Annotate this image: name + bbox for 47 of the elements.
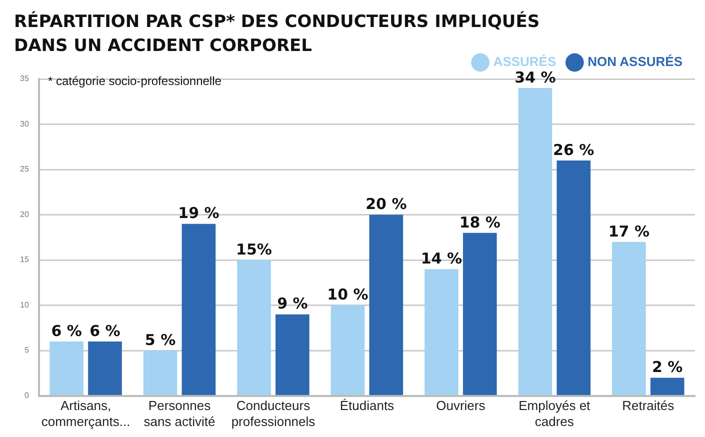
x-tick-label: Retraités [622,398,675,414]
legend-label: NON ASSURÉS [588,54,683,70]
data-label: 34 % [514,68,556,86]
bar [369,214,404,396]
data-label: 18 % [459,213,500,232]
x-tick-label: Conducteurs professionnels [231,398,316,429]
bar [556,160,591,396]
data-label: 17 % [608,222,650,240]
data-label: 5 % [144,330,176,349]
x-tick-label: Ouvriers [436,398,486,414]
data-label: 19 % [178,204,220,222]
x-tick-label: Employés et cadres [518,398,591,429]
data-label: 6 % [51,322,82,340]
bar [650,378,684,396]
data-label: 15% [236,240,272,258]
bar [612,242,646,396]
x-tick-label: Personnes sans activité [144,398,216,429]
data-label: 10 % [327,286,368,304]
bar [50,341,84,396]
data-label: 9 % [277,294,308,313]
y-tick-label: 0 [24,391,30,400]
bar [237,260,271,396]
data-label: 6 % [90,322,120,340]
y-tick-label: 15 [20,255,30,264]
legend-label: ASSURÉS [493,54,556,70]
data-label: 26 % [553,140,594,159]
y-tick-label: 20 [20,210,30,219]
data-label: 14 % [420,249,462,268]
chart-title: RÉPARTITION PAR CSP* DES CONDUCTEURS IMPLIQUÉS DANS UN ACCIDENT CORPOREL [14,12,540,56]
data-label: 2 % [652,358,683,376]
x-tick-label: Étudiants [340,398,395,414]
x-tick-label: Artisans, commerçants... [41,398,130,429]
data-label: 20 % [366,195,407,214]
bar [88,341,122,396]
bar [518,88,552,396]
bar [424,269,458,396]
annotation: * catégorie socio-professionnelle [48,74,222,88]
bar [182,224,216,396]
y-tick-label: 10 [20,300,30,310]
y-tick-label: 35 [20,74,30,84]
y-tick-label: 25 [20,164,30,174]
y-tick-label: 5 [24,346,30,355]
y-tick-label: 30 [20,119,30,128]
bar [330,305,365,396]
bar [462,232,497,396]
bar [276,314,310,396]
bar [143,350,178,396]
